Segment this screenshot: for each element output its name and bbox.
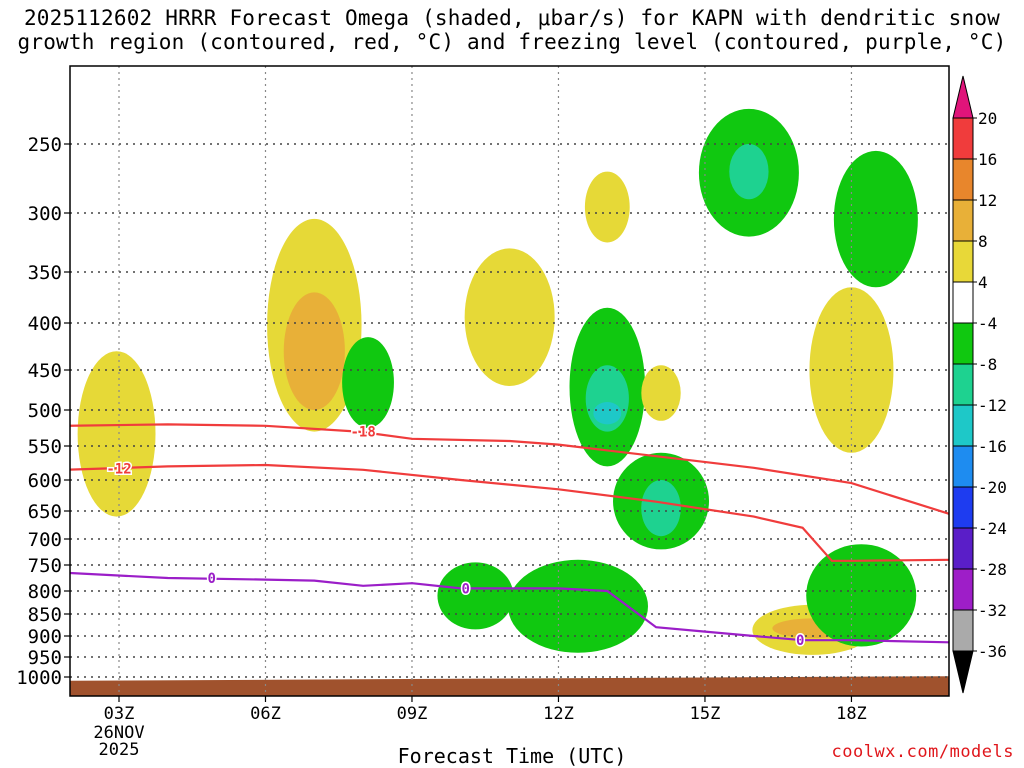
colorbar-swatch-9 [952,486,974,529]
omega-shade-0 [77,351,156,517]
colorbar-label-2: 12 [978,191,997,210]
colorbar-label-6: -8 [978,355,997,374]
y-tick-label-750: 750 [28,555,62,577]
omega-shade-5 [584,171,630,243]
chart-title: 2025112602 HRRR Forecast Omega (shaded, … [0,6,1024,54]
colorbar-label-7: -12 [978,396,1007,415]
colorbar-swatch-8 [952,445,974,488]
x-tick-label-18Z: 18Z [836,704,867,724]
y-tick-label-600: 600 [28,470,62,492]
y-tick-label-500: 500 [28,400,62,422]
omega-shade-16 [437,562,514,630]
omega-shade-14 [833,150,918,288]
y-tick-label-800: 800 [28,581,62,603]
y-tick-label-700: 700 [28,529,62,551]
omega-shade-4 [464,248,555,386]
omega-shade-11 [641,480,681,537]
colorbar-swatch-5 [952,322,974,365]
contour-label-0: -18 [351,425,376,441]
colorbar-swatch-2 [952,199,974,242]
y-tick-label-900: 900 [28,626,62,648]
y-tick-label-550: 550 [28,436,62,458]
colorbar-label-4: 4 [978,273,988,292]
colorbar-bottom-arrow [952,650,974,694]
y-tick-label-950: 950 [28,647,62,669]
y-tick-label-1000: 1000 [16,667,62,689]
colorbar-swatch-10 [952,527,974,570]
x-tick-sublabel-0: 26NOV [93,723,144,743]
contour-minus12 [70,463,949,562]
colorbar-label-10: -24 [978,519,1007,538]
contour-label-3: 0 [461,581,469,597]
x-tick-label-15Z: 15Z [690,704,721,724]
colorbar-label-11: -28 [978,560,1007,579]
y-tick-label-350: 350 [28,262,62,284]
colorbar-swatch-6 [952,363,974,406]
terrain-fill [70,676,949,696]
chart-title-line1: 2025112602 HRRR Forecast Omega (shaded, … [23,6,1001,30]
chart-title-line2: growth region (contoured, red, °C) and f… [17,30,1007,54]
x-tick-sublabel-1: 2025 [99,740,140,760]
y-tick-label-850: 850 [28,604,62,626]
contour-0 [70,571,949,644]
omega-shade-17 [508,559,649,653]
colorbar-label-3: 8 [978,232,988,251]
colorbar-label-12: -32 [978,601,1007,620]
colorbar-label-5: -4 [978,314,997,333]
y-tick-label-650: 650 [28,501,62,523]
omega-shade-2 [283,292,345,411]
x-tick-label-12Z: 12Z [543,704,574,724]
y-tick-label-400: 400 [28,313,62,335]
omega-shade-15 [809,287,894,453]
colorbar-swatch-3 [952,240,974,283]
colorbar-label-9: -20 [978,478,1007,497]
plot-frame [69,65,950,697]
contour-label-1: -12 [106,461,131,477]
plot-area: -18 -12 0 0 0 [70,66,949,696]
omega-shade-20 [806,544,917,647]
colorbar-label-8: -16 [978,437,1007,456]
colorbar-swatch-4 [952,281,974,324]
colorbar-swatch-11 [952,568,974,611]
colorbar-swatch-7 [952,404,974,447]
x-tick-label-06Z: 06Z [250,704,281,724]
colorbar-swatch-12 [952,609,974,652]
credit-text: coolwx.com/models [831,742,1014,762]
colorbar-label-0: 20 [978,109,997,128]
colorbar-label-13: -36 [978,642,1007,661]
colorbar-swatch-1 [952,158,974,201]
contour-label-4: 0 [796,633,804,649]
y-tick-label-450: 450 [28,360,62,382]
contour-minus18 [70,423,949,515]
colorbar-top-arrow [952,75,974,119]
omega-shade-8 [593,402,622,425]
omega-shade-13 [729,144,769,200]
omega-shade-9 [641,365,681,421]
y-tick-label-250: 250 [28,134,62,156]
y-tick-label-300: 300 [28,203,62,225]
x-axis-label: Forecast Time (UTC) [397,744,627,768]
colorbar-label-1: 16 [978,150,997,169]
x-tick-label-09Z: 09Z [397,704,428,724]
omega-shade-3 [342,337,394,428]
x-tick-label-03Z: 03Z [104,704,135,724]
contour-label-2: 0 [208,571,216,587]
colorbar-swatch-0 [952,117,974,160]
